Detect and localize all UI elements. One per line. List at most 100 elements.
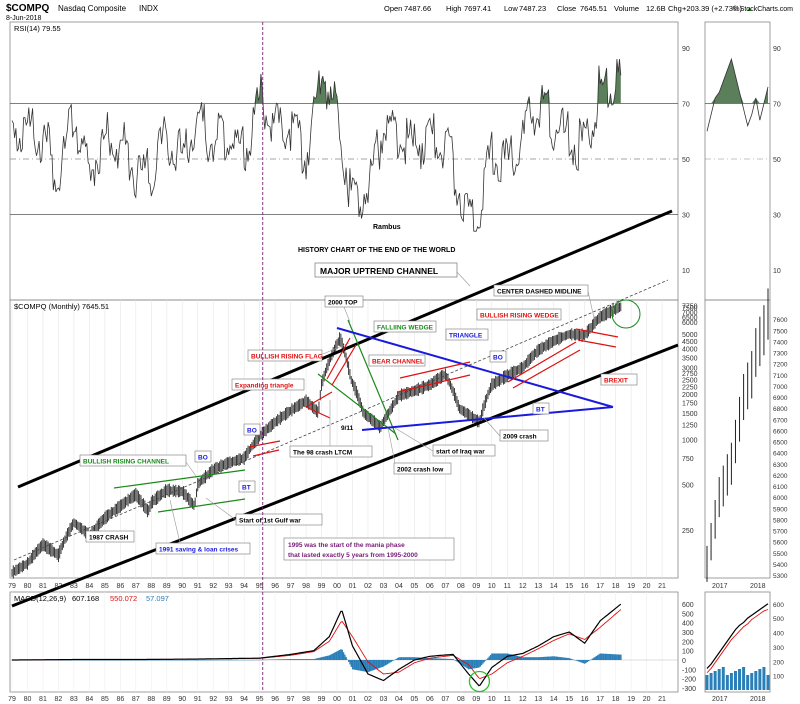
inset-macd-hist-bar <box>758 669 762 690</box>
change-label: Chg <box>668 4 682 13</box>
macd-hist-bar <box>620 654 622 660</box>
close-value: 7645.51 <box>580 4 607 13</box>
low-label: Low <box>504 4 518 13</box>
macd-hist-bar <box>287 659 289 660</box>
macd-hist-bar <box>359 660 362 671</box>
macd-hist-bar <box>507 653 510 660</box>
macd-hist-bar <box>447 658 449 660</box>
macd-hist-bar <box>477 660 479 668</box>
macd-panel <box>10 603 678 693</box>
inset-price-y-tick-label: 6600 <box>773 428 788 435</box>
macd-hist-bar <box>556 656 559 660</box>
macd-hist-bar <box>360 660 363 671</box>
inset-price-y-tick-label: 6900 <box>773 395 788 402</box>
macd-hist-bar <box>302 659 305 660</box>
inset-price-y-tick-label: 6800 <box>773 406 788 413</box>
macd-hist-bar <box>273 659 275 660</box>
macd-hist-bar <box>616 654 618 660</box>
macd-hist-bar <box>540 657 542 660</box>
macd-x-tick-label: 98 <box>302 696 310 703</box>
macd-signal-line <box>12 609 622 679</box>
bullish-rising-flag-label-box <box>247 349 323 362</box>
macd-hist-bar <box>470 660 472 669</box>
macd-hist-bar <box>482 660 484 664</box>
macd-hist-bar <box>551 656 554 660</box>
macd-hist-bar <box>615 654 617 660</box>
macd-hist-bar <box>327 655 329 660</box>
inset-macd-hist-bar <box>746 675 750 690</box>
2009-crash-label-box <box>499 429 549 442</box>
inset-price-y-tick-label: 5600 <box>773 540 788 547</box>
macd-hist-bar <box>297 659 300 660</box>
macd-hist-bar <box>495 653 497 660</box>
macd-hist-bar <box>566 657 568 660</box>
macd-x-tick-label: 91 <box>194 696 202 703</box>
macd-hist-bar <box>333 652 336 660</box>
inset-macd-frame <box>704 591 771 693</box>
price-y-tick-label: 7500 <box>682 306 698 313</box>
inset-macd-y-tick-label: 400 <box>773 631 784 638</box>
macd-hist-bar <box>295 659 297 660</box>
macd-hist-bar <box>442 658 444 660</box>
macd-x-tick-label: 88 <box>147 696 155 703</box>
inset-price-y-tick-label: 7000 <box>773 384 788 391</box>
98-crash-label-box <box>289 445 373 458</box>
macd-hist-bar <box>452 659 454 660</box>
macd-hist-bar <box>606 653 608 660</box>
bear-channel-label: BEAR CHANNEL <box>372 359 424 366</box>
price-y-tick-label: 5000 <box>682 332 698 339</box>
price-x-tick-label: 81 <box>39 583 47 590</box>
header: $COMPQ Nasdaq Composite INDX 8-Jun-2018 … <box>6 3 793 22</box>
inset-price-y-tick-label: 7300 <box>773 351 788 358</box>
macd-hist-bar <box>283 659 285 660</box>
inset-price-y-tick-label: 7200 <box>773 362 788 369</box>
bullish-rising-channel-label: BULLISH RISING CHANNEL <box>83 459 169 466</box>
price-y-tick-label: 7750 <box>682 303 698 310</box>
macd-hist-bar <box>563 657 565 660</box>
inset-macd-hist-bar <box>733 671 737 690</box>
macd-hist-bar <box>613 654 616 660</box>
price-x-tick-label: 20 <box>643 583 651 590</box>
macd-hist-bar <box>590 659 592 660</box>
macd-hist-bar <box>559 657 561 660</box>
macd-hist-bar <box>358 660 360 671</box>
macd-hist-bar <box>587 660 590 662</box>
macd-hist-bar <box>511 654 514 660</box>
gulf-war-label: Start of 1st Gulf war <box>239 518 301 525</box>
inset-price-y-tick-label: 5500 <box>773 551 788 558</box>
price-x-tick-label: 82 <box>55 583 63 590</box>
inset-rsi-frame <box>704 21 771 301</box>
macd-x-tick-label: 17 <box>596 696 604 703</box>
panel-frames <box>9 21 771 693</box>
volume-value: 12.6B <box>646 4 666 13</box>
macd-hist-bar <box>403 657 405 660</box>
macd-hist-bar <box>342 652 345 660</box>
inset-macd-hist-bar <box>754 671 758 690</box>
macd-hist-bar <box>532 657 534 660</box>
macd-hist-bar <box>544 656 546 660</box>
macd-hist-bar <box>412 657 414 660</box>
bear-channel-label-box <box>368 354 426 367</box>
brexit-label-box <box>600 373 638 386</box>
bullish-rising-wedge-label-box <box>476 308 562 321</box>
inset-rsi-y-tick-label: 90 <box>773 46 781 53</box>
gulf-war-pointer <box>205 497 237 521</box>
macd-hist-bar <box>488 656 491 660</box>
macd-hist-bar <box>278 659 280 660</box>
inset-price-y-tick-label: 5900 <box>773 506 788 513</box>
macd-hist-bar <box>349 660 351 665</box>
macd-y-tick-label: -100 <box>682 667 696 674</box>
inset-price-y-tick-label: 5400 <box>773 562 788 569</box>
macd-hist-bar <box>510 654 512 660</box>
macd-hist-bar <box>308 659 310 660</box>
inset-rsi-y-tick-label: 10 <box>773 268 781 275</box>
macd-x-tick-label: 14 <box>550 696 558 703</box>
macd-hist-bar <box>369 660 372 672</box>
rsi-y-tick-label: 90 <box>682 46 690 53</box>
macd-hist-bar <box>402 657 404 660</box>
macd-hist-bar <box>310 659 313 660</box>
inset-price-y-tick-label: 6700 <box>773 417 788 424</box>
macd-hist-bar <box>585 660 587 663</box>
price-x-tick-label: 12 <box>519 583 527 590</box>
price-x-tick-label: 94 <box>240 583 248 590</box>
